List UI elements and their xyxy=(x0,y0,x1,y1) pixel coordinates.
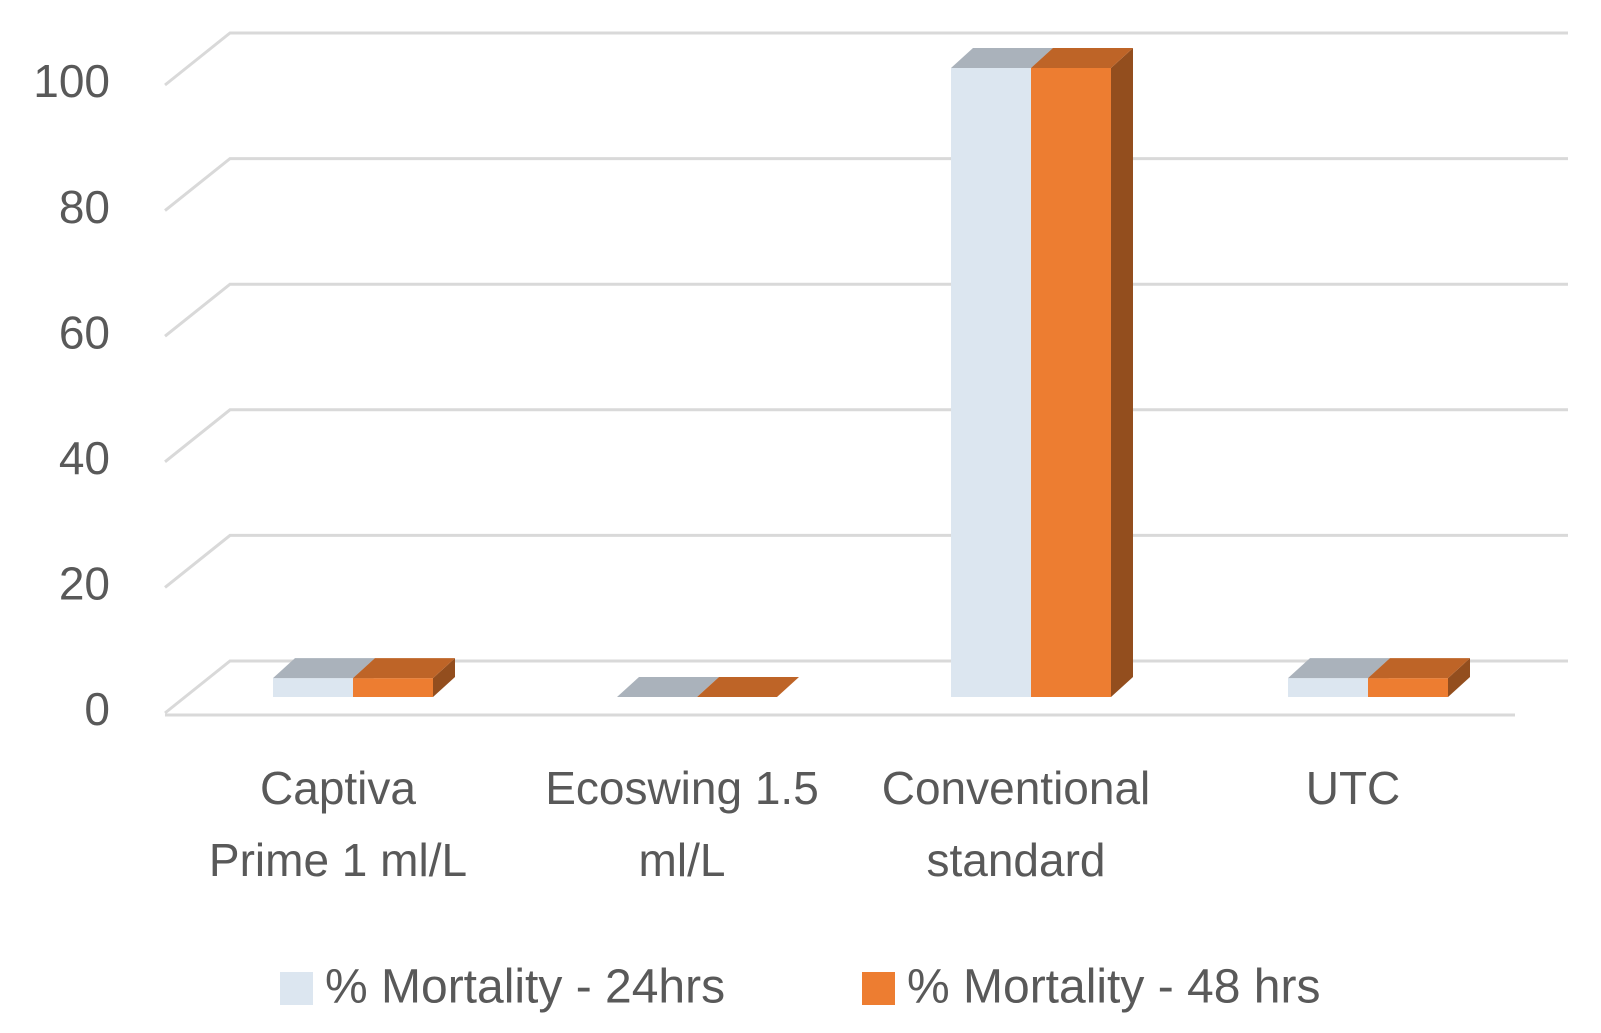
bar-top xyxy=(617,677,719,697)
grid-line xyxy=(164,157,1568,212)
bar-top xyxy=(697,677,799,697)
bar xyxy=(353,678,433,697)
grid-line xyxy=(164,282,1568,338)
x-tick-label: Captiva Prime 1 ml/L xyxy=(209,762,467,886)
bar-top xyxy=(1368,658,1470,679)
x-tick-label: Conventional standard xyxy=(882,762,1151,886)
y-tick-label: 80 xyxy=(59,181,110,233)
legend-swatch xyxy=(280,972,313,1005)
y-tick-label: 100 xyxy=(33,55,110,107)
bar xyxy=(1031,68,1111,697)
y-tick-label: 60 xyxy=(59,306,110,358)
bar-side xyxy=(1111,48,1133,697)
bar-top xyxy=(1031,48,1133,68)
grid-line xyxy=(164,533,1568,589)
bar xyxy=(273,678,353,697)
y-tick-label: 0 xyxy=(84,683,110,735)
bar-top xyxy=(273,658,375,679)
y-tick-label: 40 xyxy=(59,432,110,484)
y-tick-label: 20 xyxy=(59,558,110,610)
legend-label: % Mortality - 48 hrs xyxy=(907,961,1320,1014)
bar-top xyxy=(353,658,455,679)
bar-top xyxy=(951,48,1053,68)
bar xyxy=(1288,678,1368,697)
grid-line xyxy=(164,408,1568,463)
legend-label: % Mortality - 24hrs xyxy=(325,961,725,1014)
bar-side xyxy=(433,658,455,697)
bar-top xyxy=(1288,658,1390,679)
legend-swatch xyxy=(862,972,895,1005)
x-tick-label: Ecoswing 1.5 ml/L xyxy=(545,762,819,886)
bar xyxy=(951,68,1031,697)
bar xyxy=(1368,678,1448,697)
grid-line xyxy=(164,31,1568,87)
bar-side xyxy=(1448,658,1470,697)
x-tick-label: UTC xyxy=(1306,762,1401,814)
